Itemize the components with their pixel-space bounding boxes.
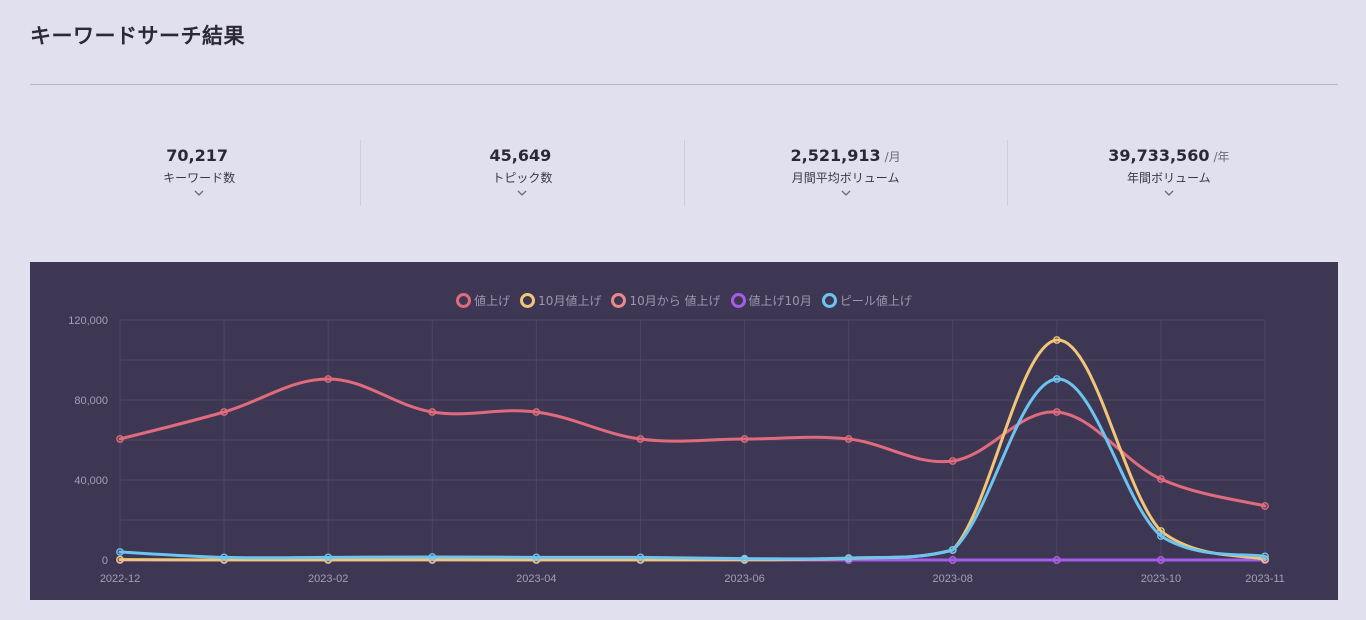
legend-item-series-2[interactable]: 10月から 値上げ	[611, 292, 721, 309]
data-point-0	[740, 435, 749, 443]
data-point-4	[324, 553, 333, 562]
stat-label: 月間平均ボリューム	[791, 171, 900, 185]
stat-value: 45,649	[489, 146, 552, 165]
x-tick-label: 2023-11	[1245, 573, 1285, 585]
data-point-0	[844, 435, 853, 443]
data-point-0	[1157, 475, 1165, 483]
x-tick-label: 2023-06	[724, 573, 764, 585]
stat-topic-count[interactable]: 45,649 トピック数	[361, 140, 685, 206]
y-tick-label: 0	[102, 555, 108, 567]
title-divider	[30, 84, 1338, 85]
stat-unit: /月	[884, 150, 901, 164]
x-tick-label: 2023-08	[933, 573, 973, 585]
stat-monthly-volume[interactable]: 2,521,913 /月 月間平均ボリューム	[685, 140, 1008, 206]
legend-swatch-icon	[520, 293, 536, 308]
stat-value: 39,733,560	[1108, 146, 1210, 165]
data-point-0	[1052, 408, 1061, 416]
chevron-down-icon[interactable]	[839, 188, 853, 198]
legend-item-series-4[interactable]: ピール値上げ	[821, 292, 912, 309]
chevron-down-icon[interactable]	[192, 188, 206, 198]
legend-swatch-icon	[611, 293, 627, 308]
data-point-0	[428, 408, 437, 416]
data-point-0	[116, 435, 124, 443]
data-point-4	[740, 554, 749, 563]
page-title: キーワードサーチ結果	[30, 24, 245, 48]
chart-legend: 値上げ 10月値上げ 10月から 値上げ 値上げ10月 ピール値上げ	[30, 292, 1338, 309]
stat-value: 70,217	[166, 146, 228, 165]
data-point-4	[428, 553, 437, 561]
chevron-down-icon[interactable]	[1162, 188, 1176, 198]
data-point-4	[116, 548, 124, 556]
legend-label: 10月値上げ	[538, 294, 602, 308]
x-tick-label: 2022-12	[100, 573, 140, 585]
data-point-1	[1052, 336, 1061, 344]
data-point-0	[636, 435, 645, 443]
stat-annual-volume[interactable]: 39,733,560 /年 年間ボリューム	[1008, 140, 1330, 206]
stat-keyword-count[interactable]: 70,217 キーワード数	[38, 140, 362, 206]
data-point-4	[636, 553, 645, 562]
data-point-1	[116, 555, 124, 564]
stat-value: 2,521,913	[790, 146, 881, 165]
chevron-down-icon[interactable]	[515, 188, 529, 198]
legend-item-series-3[interactable]: 値上げ10月	[730, 292, 812, 309]
data-point-3	[1157, 556, 1165, 564]
data-point-4	[1157, 532, 1165, 540]
x-tick-label: 2023-02	[308, 573, 348, 585]
x-tick-label: 2023-10	[1141, 573, 1181, 585]
stats-bar: 70,217 キーワード数 45,649 トピック数 2,521,913 /月 …	[38, 140, 1330, 206]
data-point-0	[532, 408, 541, 416]
stat-label: 年間ボリューム	[1127, 171, 1211, 185]
y-tick-label: 120,000	[68, 315, 108, 327]
data-point-3	[1052, 556, 1061, 564]
y-tick-label: 40,000	[74, 475, 108, 487]
legend-swatch-icon	[821, 293, 837, 308]
stat-unit: /年	[1213, 150, 1230, 164]
data-point-4	[844, 554, 853, 562]
legend-swatch-icon	[730, 293, 746, 308]
chart-panel: 0 40,000 80,000 120,000 2022-12 2023-02 2023-0…	[30, 262, 1338, 600]
x-tick-label: 2023-04	[516, 573, 556, 585]
stat-label: キーワード数	[163, 171, 236, 185]
data-point-4	[1052, 375, 1061, 383]
legend-item-series-0[interactable]: 値上げ	[456, 292, 510, 309]
data-point-4	[532, 553, 541, 562]
data-point-4	[1261, 552, 1269, 561]
legend-swatch-icon	[456, 293, 472, 308]
stat-label: トピック数	[492, 171, 553, 185]
data-point-3	[948, 556, 957, 564]
series-line-0	[118, 377, 1267, 508]
y-tick-label: 80,000	[74, 395, 108, 407]
legend-label: 10月から 値上げ	[629, 294, 721, 308]
legend-label: 値上げ10月	[748, 294, 812, 308]
line-chart: 0 40,000 80,000 120,000 2022-12 2023-02 2023-0…	[68, 315, 1285, 585]
legend-label: ピール値上げ	[839, 294, 912, 308]
legend-item-series-1[interactable]: 10月値上げ	[520, 292, 601, 309]
data-point-0	[1261, 502, 1269, 510]
data-point-4	[948, 546, 957, 554]
data-point-0	[220, 408, 228, 416]
series-line-1	[118, 338, 1267, 562]
series-line-4	[118, 377, 1267, 561]
data-point-4	[220, 553, 228, 562]
legend-label: 値上げ	[474, 294, 511, 308]
data-point-0	[948, 457, 957, 465]
data-point-0	[324, 375, 333, 383]
